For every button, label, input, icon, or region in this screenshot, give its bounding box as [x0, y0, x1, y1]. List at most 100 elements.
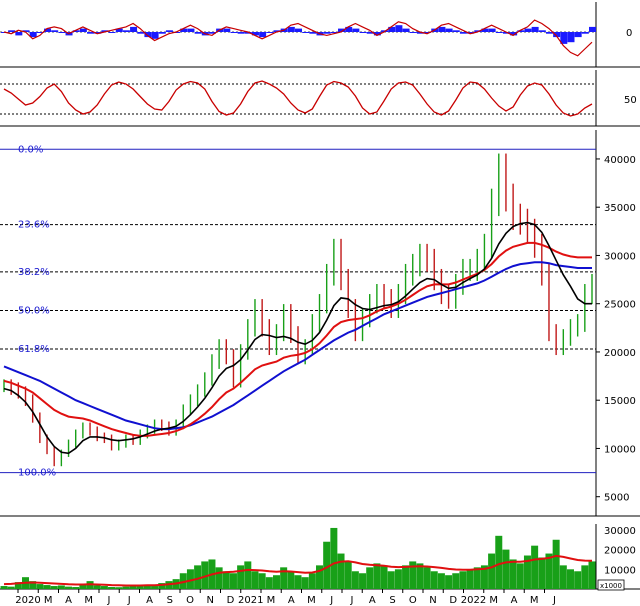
- fibonacci-level-label: 100.0%: [18, 468, 56, 479]
- x-axis: 2020 M A M J J A S O N D 2021 M A M J J A S O N D 2022 M A M J: [15, 589, 556, 606]
- fibonacci-level-label: 23.6%: [18, 220, 50, 231]
- volume-bar: [79, 584, 87, 589]
- volume-bar: [538, 557, 546, 589]
- oscillator-y-tick: 50: [624, 95, 637, 106]
- volume-bar: [366, 567, 374, 589]
- x-tick-label: J: [107, 595, 111, 606]
- volume-bar: [215, 567, 223, 589]
- volume-bar: [29, 581, 37, 589]
- fibonacci-level-label: 38.2%: [18, 267, 50, 278]
- volume-bar: [559, 565, 567, 589]
- volume-bar: [330, 527, 338, 589]
- macd-histogram-bar: [266, 32, 274, 33]
- volume-bar: [373, 563, 381, 589]
- macd-histogram-bar: [187, 28, 195, 32]
- volume-bar: [222, 571, 230, 589]
- macd-histogram-bar: [15, 32, 23, 36]
- macd-histogram-bar: [359, 32, 367, 33]
- macd-histogram-bar: [101, 30, 109, 32]
- macd-histogram-bar: [72, 30, 80, 32]
- x-tick-label: J: [350, 595, 354, 606]
- volume-bar: [0, 586, 8, 589]
- volume-bar: [351, 571, 359, 589]
- macd-histogram-bar: [330, 32, 338, 33]
- macd-histogram-bar: [94, 32, 102, 34]
- macd-histogram-bar: [488, 28, 496, 32]
- macd-histogram-bar: [230, 32, 238, 33]
- volume-bar: [523, 555, 531, 589]
- macd-histogram-bar: [416, 32, 424, 34]
- price-y-tick: 10000: [604, 444, 636, 455]
- volume-bar: [337, 553, 345, 589]
- volume-bar: [43, 585, 51, 589]
- macd-histogram-bar: [130, 26, 138, 32]
- volume-bar: [301, 577, 309, 589]
- oscillator-line: [3, 80, 593, 117]
- x-tick-label: S: [167, 595, 173, 606]
- volume-ma-line: [3, 554, 593, 587]
- macd-y-tick: 0: [626, 28, 632, 39]
- macd-histogram-bar: [467, 32, 475, 34]
- volume-bar: [7, 586, 15, 589]
- macd-histogram-bar: [452, 30, 460, 32]
- volume-bar: [581, 565, 589, 589]
- x-tick-label: N: [429, 595, 436, 606]
- macd-histogram-bar: [388, 26, 396, 32]
- volume-bar: [251, 571, 259, 589]
- ma-long-line: [3, 261, 592, 431]
- volume-bar: [566, 569, 574, 589]
- volume-bar: [258, 573, 266, 589]
- volume-bar: [93, 585, 101, 589]
- volume-panel: 30000 20000 10000 x1000: [0, 524, 640, 591]
- volume-bar: [588, 561, 596, 589]
- macd-histogram-bar: [122, 30, 130, 32]
- macd-panel: 0: [0, 2, 640, 68]
- volume-bar: [531, 545, 539, 589]
- x-tick-label: D: [449, 595, 457, 606]
- x-tick-label: M: [530, 595, 539, 606]
- volume-bar: [14, 582, 22, 589]
- volume-y-tick: 30000: [604, 526, 636, 537]
- macd-histogram-bar: [259, 32, 267, 38]
- macd-histogram-bar: [553, 32, 561, 38]
- macd-histogram-bar: [545, 32, 553, 34]
- price-y-tick: 15000: [604, 396, 636, 407]
- price-y-tick: 5000: [604, 493, 629, 504]
- volume-bar: [201, 561, 209, 589]
- x-tick-label: J: [329, 595, 333, 606]
- volume-bar: [186, 569, 194, 589]
- volume-bar: [108, 587, 116, 589]
- volume-bar: [294, 575, 302, 589]
- macd-histogram-bar: [409, 32, 417, 33]
- macd-histogram-bar: [531, 26, 539, 32]
- x-tick-label: A: [288, 595, 295, 606]
- macd-histogram-bar: [345, 26, 353, 32]
- volume-y-tick: 10000: [604, 565, 636, 576]
- macd-histogram-bar: [323, 32, 331, 34]
- macd-histogram-bar: [208, 32, 216, 34]
- macd-histogram-bar: [581, 32, 589, 34]
- volume-bar: [359, 573, 367, 589]
- macd-histogram-bar: [44, 28, 52, 32]
- volume-bar: [488, 553, 496, 589]
- volume-bar: [100, 586, 108, 589]
- macd-histogram-bar: [395, 25, 403, 32]
- macd-histogram-bar: [574, 32, 582, 38]
- macd-histogram-bar: [115, 28, 123, 32]
- ma-mid-line: [3, 241, 592, 437]
- x-tick-label: 2021: [238, 595, 263, 606]
- price-y-tick: 40000: [604, 155, 636, 166]
- macd-histogram-bar: [87, 32, 95, 34]
- volume-bar: [143, 585, 151, 589]
- volume-bar: [72, 587, 80, 589]
- volume-bar: [287, 571, 295, 589]
- macd-histogram-bar: [137, 32, 145, 34]
- volume-unit-box: [597, 579, 625, 591]
- macd-histogram-bar: [165, 30, 173, 32]
- volume-bar: [552, 539, 560, 589]
- x-tick-label: A: [369, 595, 376, 606]
- macd-histogram-bar: [495, 32, 503, 33]
- volume-bar: [272, 575, 280, 589]
- macd-histogram-bar: [302, 32, 310, 33]
- volume-bar: [151, 586, 159, 589]
